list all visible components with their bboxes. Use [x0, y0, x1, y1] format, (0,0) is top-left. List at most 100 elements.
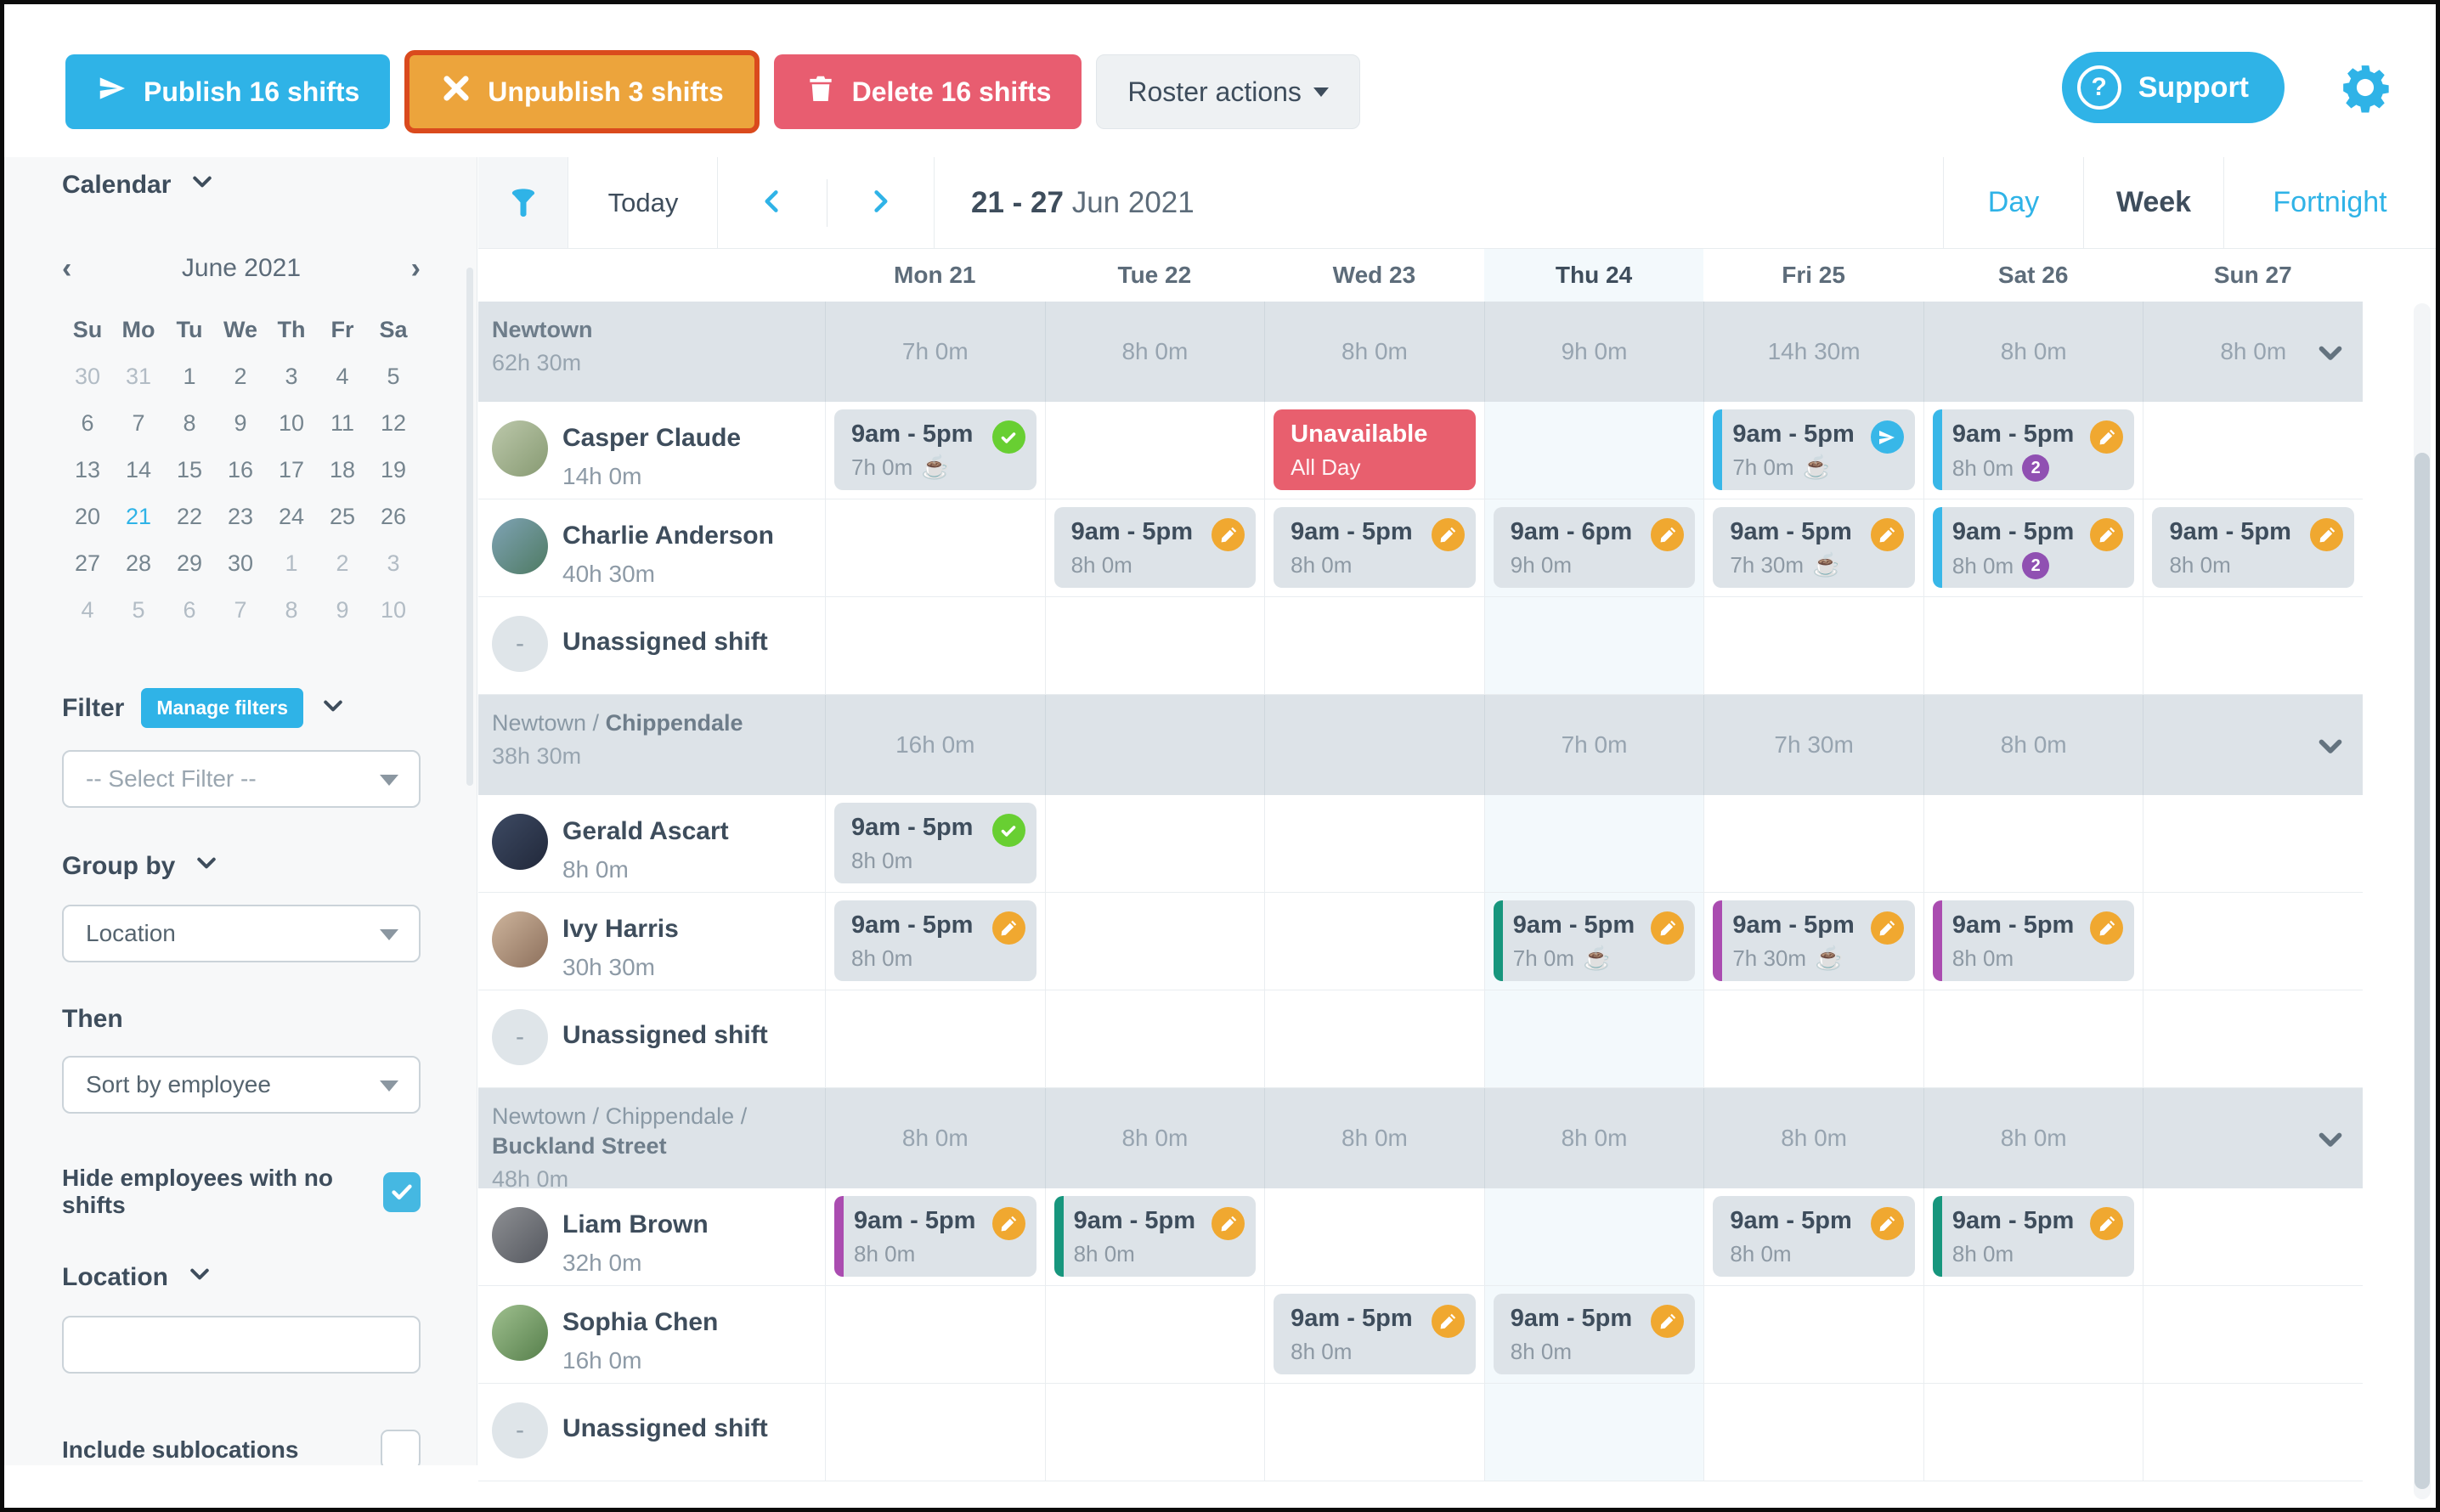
day-cell[interactable]	[1703, 990, 1923, 1087]
mini-calendar-day[interactable]: 3	[387, 550, 400, 576]
mini-calendar-day[interactable]: 2	[336, 550, 349, 576]
day-cell[interactable]	[1264, 1188, 1484, 1285]
day-cell[interactable]	[1923, 1384, 2143, 1481]
tab-fortnight-view[interactable]: Fortnight	[2223, 157, 2436, 248]
day-cell[interactable]	[1483, 597, 1704, 694]
day-cell[interactable]: 9am - 5pm 8h 0m	[1923, 1188, 2143, 1285]
day-cell[interactable]	[825, 990, 1045, 1087]
day-cell[interactable]	[1264, 990, 1484, 1087]
day-cell[interactable]: 9am - 5pm 8h 0m	[1264, 499, 1484, 596]
shift-card[interactable]: 9am - 5pm 8h 0m	[1053, 507, 1257, 588]
calendar-section-header[interactable]: Calendar	[62, 169, 421, 201]
mini-calendar-day[interactable]: 4	[336, 364, 349, 389]
day-cell[interactable]	[1044, 597, 1265, 694]
collapse-group-chevron-icon[interactable]	[2315, 337, 2346, 368]
shift-card[interactable]: 9am - 5pm 8h 0m	[1493, 1294, 1696, 1374]
mini-calendar-day[interactable]: 29	[176, 550, 203, 576]
day-cell[interactable]	[1483, 1188, 1704, 1285]
roster-actions-button[interactable]: Roster actions	[1096, 54, 1360, 129]
shift-card[interactable]: 9am - 5pm 8h 0m	[1932, 1196, 2135, 1277]
day-cell[interactable]	[1044, 795, 1265, 892]
mini-calendar-day[interactable]: 6	[81, 410, 94, 436]
mini-calendar-day[interactable]: 12	[380, 410, 407, 436]
select-filter-dropdown[interactable]: -- Select Filter --	[62, 750, 421, 808]
then-sort-dropdown[interactable]: Sort by employee	[62, 1056, 421, 1114]
day-cell[interactable]: 9am - 5pm 7h 30m ☕	[1703, 893, 1923, 990]
day-cell[interactable]: 9am - 5pm 8h 0m	[825, 795, 1045, 892]
day-cell[interactable]	[1703, 1384, 1923, 1481]
shift-card[interactable]: 9am - 5pm 8h 0m	[834, 803, 1036, 883]
day-cell[interactable]: 9am - 5pm 8h 0m 2	[1923, 499, 2143, 596]
hide-employees-checkbox[interactable]	[382, 1171, 421, 1212]
day-cell[interactable]	[2143, 402, 2363, 499]
shift-card[interactable]: 9am - 5pm 8h 0m	[2152, 507, 2355, 588]
day-cell[interactable]	[1264, 597, 1484, 694]
day-cell[interactable]	[825, 1384, 1045, 1481]
shift-card[interactable]: 9am - 5pm 8h 0m	[1932, 900, 2135, 981]
collapse-group-chevron-icon[interactable]	[2315, 731, 2346, 761]
day-cell[interactable]: Unavailable All Day	[1264, 402, 1484, 499]
day-cell[interactable]	[1923, 1286, 2143, 1383]
shift-card[interactable]: 9am - 5pm 7h 0m ☕	[1713, 409, 1915, 490]
previous-week-button[interactable]	[726, 157, 819, 248]
day-cell[interactable]	[1264, 795, 1484, 892]
day-cell[interactable]	[2143, 795, 2363, 892]
mini-calendar-day[interactable]: 24	[278, 504, 305, 529]
mini-calendar-day[interactable]: 7	[132, 410, 145, 436]
day-cell[interactable]: 9am - 5pm 8h 0m	[1044, 499, 1265, 596]
mini-calendar-day[interactable]: 1	[183, 364, 196, 389]
shift-card[interactable]: 9am - 5pm 8h 0m	[1274, 1294, 1476, 1374]
day-cell[interactable]: 9am - 5pm 8h 0m	[1264, 1286, 1484, 1383]
mini-calendar-day[interactable]: 30	[227, 550, 254, 576]
day-cell[interactable]	[1044, 402, 1265, 499]
mini-calendar-day[interactable]: 10	[278, 410, 305, 436]
day-cell[interactable]: 9am - 5pm 8h 0m	[1483, 1286, 1704, 1383]
day-cell[interactable]	[1044, 893, 1265, 990]
day-cell[interactable]: 9am - 5pm 8h 0m	[1703, 1188, 1923, 1285]
day-cell[interactable]	[2143, 1384, 2363, 1481]
shift-card[interactable]: 9am - 5pm 8h 0m	[834, 1196, 1036, 1277]
mini-calendar-day[interactable]: 10	[380, 597, 407, 623]
publish-shifts-button[interactable]: Publish 16 shifts	[65, 54, 391, 129]
shift-card[interactable]: 9am - 5pm 8h 0m 2	[1932, 507, 2135, 588]
location-input[interactable]	[62, 1316, 421, 1374]
day-cell[interactable]: 9am - 5pm 7h 0m ☕	[825, 402, 1045, 499]
day-cell[interactable]	[2143, 1188, 2363, 1285]
day-cell[interactable]	[1923, 597, 2143, 694]
day-cell[interactable]	[1483, 402, 1704, 499]
today-button[interactable]: Today	[569, 157, 718, 248]
unpublish-shifts-button[interactable]: Unpublish 3 shifts	[404, 50, 760, 133]
mini-calendar-day[interactable]: 16	[227, 457, 254, 482]
day-cell[interactable]: 9am - 5pm 7h 0m ☕	[1483, 893, 1704, 990]
day-cell[interactable]: 9am - 5pm 8h 0m	[2143, 499, 2363, 596]
shift-card[interactable]: 9am - 5pm 8h 0m	[1274, 507, 1476, 588]
mini-calendar-day[interactable]: 5	[387, 364, 400, 389]
mini-calendar-day[interactable]: 19	[380, 457, 407, 482]
day-cell[interactable]: 9am - 5pm 7h 30m ☕	[1703, 499, 1923, 596]
day-cell[interactable]: 9am - 5pm 7h 0m ☕	[1703, 402, 1923, 499]
mini-calendar-day[interactable]: 23	[227, 504, 254, 529]
day-cell[interactable]	[825, 1286, 1045, 1383]
mini-calendar-day[interactable]: 13	[74, 457, 101, 482]
mini-calendar-day[interactable]: 28	[125, 550, 152, 576]
day-cell[interactable]: 9am - 5pm 8h 0m	[1923, 893, 2143, 990]
day-cell[interactable]	[1923, 795, 2143, 892]
tab-week-view[interactable]: Week	[2083, 157, 2223, 248]
mini-calendar-day[interactable]: 1	[285, 550, 298, 576]
mini-calendar-day[interactable]: 26	[380, 504, 407, 529]
day-cell[interactable]	[1044, 1384, 1265, 1481]
day-cell[interactable]	[2143, 893, 2363, 990]
day-cell[interactable]: 9am - 5pm 8h 0m 2	[1923, 402, 2143, 499]
unavailable-card[interactable]: Unavailable All Day	[1274, 409, 1476, 490]
day-cell[interactable]	[825, 499, 1045, 596]
day-cell[interactable]	[1483, 990, 1704, 1087]
day-cell[interactable]	[1264, 893, 1484, 990]
shift-card[interactable]: 9am - 6pm 9h 0m	[1493, 507, 1696, 588]
mini-calendar-day[interactable]: 25	[329, 504, 356, 529]
shift-card[interactable]: 9am - 5pm 8h 0m 2	[1932, 409, 2135, 490]
mini-calendar-day[interactable]: 18	[329, 457, 356, 482]
day-cell[interactable]	[1044, 990, 1265, 1087]
day-cell[interactable]	[1483, 1384, 1704, 1481]
mini-calendar-day[interactable]: 2	[234, 364, 247, 389]
day-cell[interactable]	[2143, 990, 2363, 1087]
